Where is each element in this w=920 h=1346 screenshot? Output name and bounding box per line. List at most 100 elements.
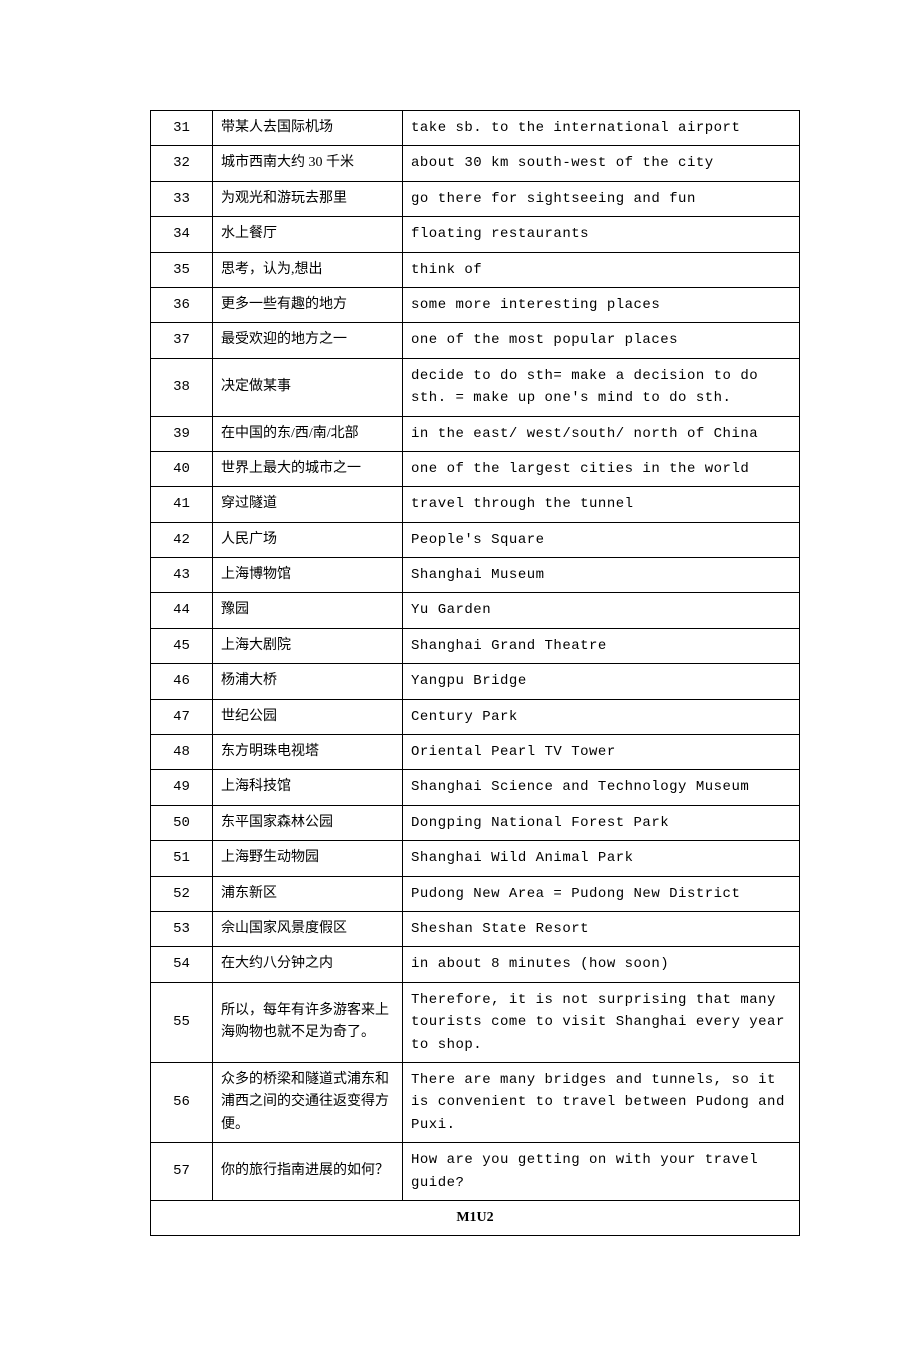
- chinese-cell: 在大约八分钟之内: [213, 947, 403, 982]
- english-cell: Sheshan State Resort: [403, 911, 800, 946]
- chinese-cell: 更多一些有趣的地方: [213, 287, 403, 322]
- table-row: 45上海大剧院Shanghai Grand Theatre: [151, 628, 800, 663]
- chinese-cell: 杨浦大桥: [213, 664, 403, 699]
- english-cell: Century Park: [403, 699, 800, 734]
- english-cell: some more interesting places: [403, 287, 800, 322]
- table-row: 37最受欢迎的地方之一one of the most popular place…: [151, 323, 800, 358]
- chinese-cell: 思考，认为,想出: [213, 252, 403, 287]
- table-row: 53佘山国家风景度假区Sheshan State Resort: [151, 911, 800, 946]
- table-row: 34水上餐厅floating restaurants: [151, 217, 800, 252]
- english-cell: take sb. to the international airport: [403, 111, 800, 146]
- english-cell: Dongping National Forest Park: [403, 805, 800, 840]
- page-container: 31带某人去国际机场take sb. to the international …: [0, 0, 920, 1346]
- chinese-cell: 所以，每年有许多游客来上海购物也就不足为奇了。: [213, 982, 403, 1062]
- chinese-cell: 为观光和游玩去那里: [213, 181, 403, 216]
- english-cell: floating restaurants: [403, 217, 800, 252]
- table-row: 57你的旅行指南进展的如何？How are you getting on wit…: [151, 1143, 800, 1201]
- chinese-cell: 佘山国家风景度假区: [213, 911, 403, 946]
- english-cell: about 30 km south-west of the city: [403, 146, 800, 181]
- row-number: 36: [151, 287, 213, 322]
- section-header: M1U2: [151, 1200, 800, 1235]
- table-row: 38决定做某事decide to do sth= make a decision…: [151, 358, 800, 416]
- row-number: 48: [151, 735, 213, 770]
- row-number: 55: [151, 982, 213, 1062]
- english-cell: in about 8 minutes (how soon): [403, 947, 800, 982]
- table-row: 40世界上最大的城市之一one of the largest cities in…: [151, 451, 800, 486]
- table-row: 54在大约八分钟之内in about 8 minutes (how soon): [151, 947, 800, 982]
- table-row: 36更多一些有趣的地方some more interesting places: [151, 287, 800, 322]
- english-cell: Shanghai Science and Technology Museum: [403, 770, 800, 805]
- chinese-cell: 世纪公园: [213, 699, 403, 734]
- row-number: 31: [151, 111, 213, 146]
- row-number: 45: [151, 628, 213, 663]
- row-number: 41: [151, 487, 213, 522]
- vocab-table: 31带某人去国际机场take sb. to the international …: [150, 110, 800, 1236]
- row-number: 53: [151, 911, 213, 946]
- chinese-cell: 带某人去国际机场: [213, 111, 403, 146]
- table-row: 44豫园Yu Garden: [151, 593, 800, 628]
- table-row: 56众多的桥梁和隧道式浦东和浦西之间的交通往返变得方便。There are ma…: [151, 1062, 800, 1142]
- english-cell: go there for sightseeing and fun: [403, 181, 800, 216]
- vocab-table-body: 31带某人去国际机场take sb. to the international …: [151, 111, 800, 1236]
- english-cell: Therefore, it is not surprising that man…: [403, 982, 800, 1062]
- chinese-cell: 穿过隧道: [213, 487, 403, 522]
- row-number: 34: [151, 217, 213, 252]
- chinese-cell: 众多的桥梁和隧道式浦东和浦西之间的交通往返变得方便。: [213, 1062, 403, 1142]
- table-row: 52浦东新区Pudong New Area = Pudong New Distr…: [151, 876, 800, 911]
- english-cell: in the east/ west/south/ north of China: [403, 416, 800, 451]
- table-row: 43上海博物馆Shanghai Museum: [151, 558, 800, 593]
- chinese-cell: 在中国的东/西/南/北部: [213, 416, 403, 451]
- english-cell: one of the largest cities in the world: [403, 451, 800, 486]
- row-number: 57: [151, 1143, 213, 1201]
- english-cell: travel through the tunnel: [403, 487, 800, 522]
- english-cell: Oriental Pearl TV Tower: [403, 735, 800, 770]
- chinese-cell: 水上餐厅: [213, 217, 403, 252]
- english-cell: There are many bridges and tunnels, so i…: [403, 1062, 800, 1142]
- table-row: 51上海野生动物园Shanghai Wild Animal Park: [151, 841, 800, 876]
- row-number: 39: [151, 416, 213, 451]
- chinese-cell: 城市西南大约 30 千米: [213, 146, 403, 181]
- english-cell: Yangpu Bridge: [403, 664, 800, 699]
- english-cell: How are you getting on with your travel …: [403, 1143, 800, 1201]
- table-row: 46杨浦大桥Yangpu Bridge: [151, 664, 800, 699]
- chinese-cell: 浦东新区: [213, 876, 403, 911]
- row-number: 40: [151, 451, 213, 486]
- chinese-cell: 人民广场: [213, 522, 403, 557]
- table-row: 48东方明珠电视塔Oriental Pearl TV Tower: [151, 735, 800, 770]
- table-row: 47世纪公园Century Park: [151, 699, 800, 734]
- chinese-cell: 世界上最大的城市之一: [213, 451, 403, 486]
- english-cell: Shanghai Grand Theatre: [403, 628, 800, 663]
- row-number: 47: [151, 699, 213, 734]
- english-cell: one of the most popular places: [403, 323, 800, 358]
- row-number: 52: [151, 876, 213, 911]
- table-row: 42人民广场People's Square: [151, 522, 800, 557]
- chinese-cell: 上海博物馆: [213, 558, 403, 593]
- row-number: 54: [151, 947, 213, 982]
- table-row: 39在中国的东/西/南/北部in the east/ west/south/ n…: [151, 416, 800, 451]
- row-number: 56: [151, 1062, 213, 1142]
- row-number: 37: [151, 323, 213, 358]
- row-number: 44: [151, 593, 213, 628]
- chinese-cell: 东方明珠电视塔: [213, 735, 403, 770]
- table-row: 31带某人去国际机场take sb. to the international …: [151, 111, 800, 146]
- row-number: 50: [151, 805, 213, 840]
- table-row: 49上海科技馆Shanghai Science and Technology M…: [151, 770, 800, 805]
- english-cell: People's Square: [403, 522, 800, 557]
- english-cell: Shanghai Wild Animal Park: [403, 841, 800, 876]
- row-number: 32: [151, 146, 213, 181]
- table-row: 55所以，每年有许多游客来上海购物也就不足为奇了。Therefore, it i…: [151, 982, 800, 1062]
- chinese-cell: 东平国家森林公园: [213, 805, 403, 840]
- chinese-cell: 上海大剧院: [213, 628, 403, 663]
- table-row: 50东平国家森林公园Dongping National Forest Park: [151, 805, 800, 840]
- english-cell: think of: [403, 252, 800, 287]
- table-row: 32城市西南大约 30 千米about 30 km south-west of …: [151, 146, 800, 181]
- chinese-cell: 上海野生动物园: [213, 841, 403, 876]
- row-number: 49: [151, 770, 213, 805]
- english-cell: Pudong New Area = Pudong New District: [403, 876, 800, 911]
- table-row: 41穿过隧道travel through the tunnel: [151, 487, 800, 522]
- row-number: 33: [151, 181, 213, 216]
- row-number: 43: [151, 558, 213, 593]
- row-number: 38: [151, 358, 213, 416]
- row-number: 42: [151, 522, 213, 557]
- chinese-cell: 豫园: [213, 593, 403, 628]
